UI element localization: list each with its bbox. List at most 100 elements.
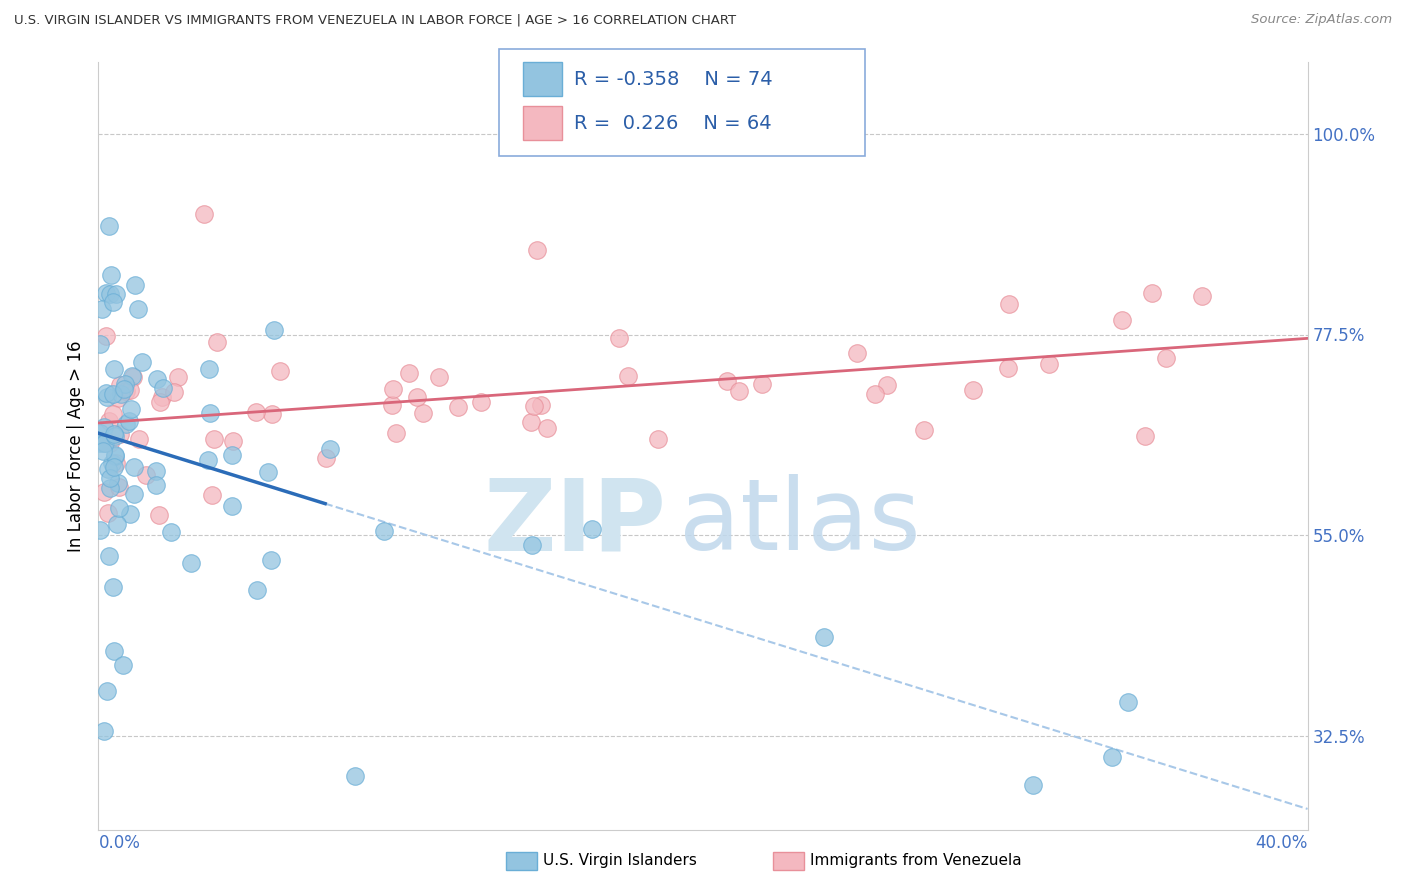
Point: [118, 383, 141, 397]
Point: [114, 377, 136, 392]
Point: [412, 406, 434, 420]
Point: [201, 488, 224, 502]
Point: [205, 334, 228, 349]
Point: [145, 464, 167, 478]
Point: [97, 414, 120, 428]
Point: [94, 285, 117, 300]
Point: [103, 294, 125, 309]
Point: [96, 328, 118, 343]
Point: [135, 468, 157, 483]
Point: [152, 381, 174, 395]
Text: Source: ZipAtlas.com: Source: ZipAtlas.com: [1251, 13, 1392, 27]
Text: Immigrants from Venezuela: Immigrants from Venezuela: [810, 854, 1022, 868]
Point: [647, 432, 669, 446]
Point: [101, 581, 124, 595]
Point: [105, 516, 128, 531]
Point: [91, 444, 114, 458]
Point: [198, 361, 221, 376]
Point: [221, 448, 243, 462]
Point: [145, 372, 167, 386]
Point: [118, 414, 141, 428]
Point: [93, 436, 115, 450]
Point: [96, 462, 118, 476]
Point: [110, 427, 132, 442]
Point: [373, 524, 395, 539]
Point: [122, 459, 145, 474]
Point: [128, 432, 150, 446]
Text: U.S. VIRGIN ISLANDER VS IMMIGRANTS FROM VENEZUELA IN LABOR FORCE | AGE > 16 CORR: U.S. VIRGIN ISLANDER VS IMMIGRANTS FROM …: [14, 13, 737, 27]
Point: [997, 361, 1019, 376]
Point: [962, 383, 984, 397]
Text: U.S. Virgin Islanders: U.S. Virgin Islanders: [543, 854, 696, 868]
Point: [1116, 695, 1139, 709]
Point: [526, 243, 548, 257]
Text: ZIP: ZIP: [484, 475, 666, 571]
Point: [876, 378, 898, 392]
Point: [118, 507, 141, 521]
Point: [120, 401, 142, 416]
Point: [98, 471, 121, 485]
Point: [112, 383, 135, 397]
Point: [101, 387, 124, 401]
Point: [107, 476, 129, 491]
Point: [103, 361, 125, 376]
Point: [523, 399, 546, 413]
Point: [716, 374, 738, 388]
Point: [222, 434, 245, 449]
Point: [617, 369, 640, 384]
Point: [127, 302, 149, 317]
Point: [105, 286, 128, 301]
Point: [200, 406, 222, 420]
Point: [150, 390, 173, 404]
Point: [122, 370, 145, 384]
Point: [100, 436, 122, 450]
Point: [90, 302, 112, 317]
Point: [530, 398, 553, 412]
Point: [193, 207, 215, 221]
Point: [1140, 285, 1163, 300]
Point: [221, 499, 243, 513]
Point: [163, 385, 186, 400]
Point: [519, 415, 541, 429]
Point: [581, 522, 603, 536]
Point: [315, 450, 337, 465]
Point: [863, 387, 886, 401]
Point: [1156, 351, 1178, 365]
Point: [110, 387, 132, 401]
Point: [846, 345, 869, 359]
Point: [204, 433, 226, 447]
Point: [1133, 428, 1156, 442]
Point: [103, 460, 125, 475]
Point: [103, 644, 125, 658]
Point: [728, 384, 751, 398]
Point: [520, 538, 543, 552]
Point: [536, 421, 558, 435]
Point: [108, 479, 131, 493]
Point: [257, 465, 280, 479]
Point: [319, 442, 342, 456]
Point: [104, 448, 127, 462]
Point: [121, 368, 143, 383]
Point: [96, 684, 118, 698]
Point: [97, 506, 120, 520]
Point: [260, 553, 283, 567]
Point: [149, 395, 172, 409]
Point: [104, 429, 127, 443]
Point: [245, 405, 267, 419]
Point: [398, 366, 420, 380]
Point: [96, 390, 118, 404]
Point: [131, 355, 153, 369]
Point: [98, 286, 121, 301]
Point: [260, 407, 283, 421]
Point: [1038, 357, 1060, 371]
Point: [607, 330, 630, 344]
Text: atlas: atlas: [679, 475, 921, 571]
Y-axis label: In Labor Force | Age > 16: In Labor Force | Age > 16: [66, 340, 84, 552]
Point: [124, 278, 146, 293]
Text: 0.0%: 0.0%: [98, 834, 141, 852]
Point: [93, 485, 115, 500]
Point: [405, 390, 427, 404]
Point: [89, 523, 111, 537]
Point: [90, 434, 112, 449]
Point: [263, 323, 285, 337]
